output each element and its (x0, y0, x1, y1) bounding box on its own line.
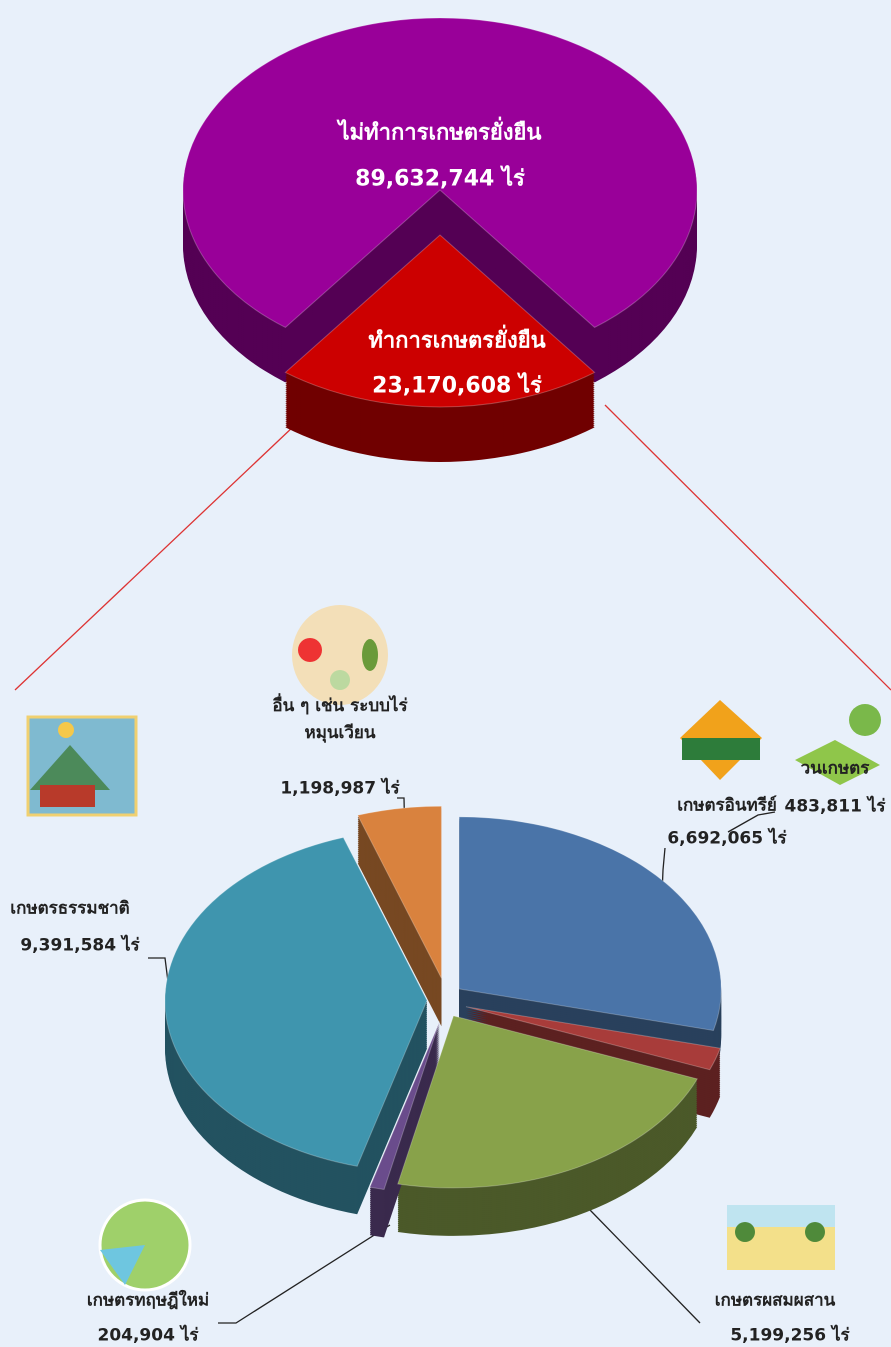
category-label: เกษตรอินทรีย์ (677, 792, 777, 819)
category-label: ไม่ทำการเกษตรยั่งยืน (339, 115, 542, 150)
value-label: 6,692,065 ไร่ (667, 825, 786, 852)
value-label: 9,391,584 ไร่ (20, 932, 139, 959)
infographic: ไม่ทำการเกษตรยั่งยืน 89,632,744 ไร่ทำการเ… (0, 0, 891, 1347)
category-label: เกษตรผสมผสาน (715, 1287, 836, 1314)
connector-line (15, 425, 295, 690)
category-label: เกษตรธรรมชาติ (10, 895, 129, 922)
value-label: 204,904 ไร่ (97, 1322, 198, 1347)
value-label: 23,170,608 ไร่ (372, 368, 542, 403)
category-label: เกษตรทฤษฎีใหม่ (87, 1287, 209, 1314)
category-label: ทำการเกษตรยั่งยืน (368, 323, 545, 358)
value-label: 483,811 ไร่ (784, 793, 885, 820)
chart (0, 0, 891, 1347)
category-label: อื่น ๆ เช่น ระบบไร่หมุนเวียน (250, 693, 430, 747)
value-label: 89,632,744 ไร่ (355, 161, 525, 196)
category-label: วนเกษตร (801, 755, 870, 782)
value-label: 5,199,256 ไร่ (730, 1322, 849, 1347)
value-label: 1,198,987 ไร่ (280, 775, 399, 802)
connector-line (605, 405, 891, 690)
